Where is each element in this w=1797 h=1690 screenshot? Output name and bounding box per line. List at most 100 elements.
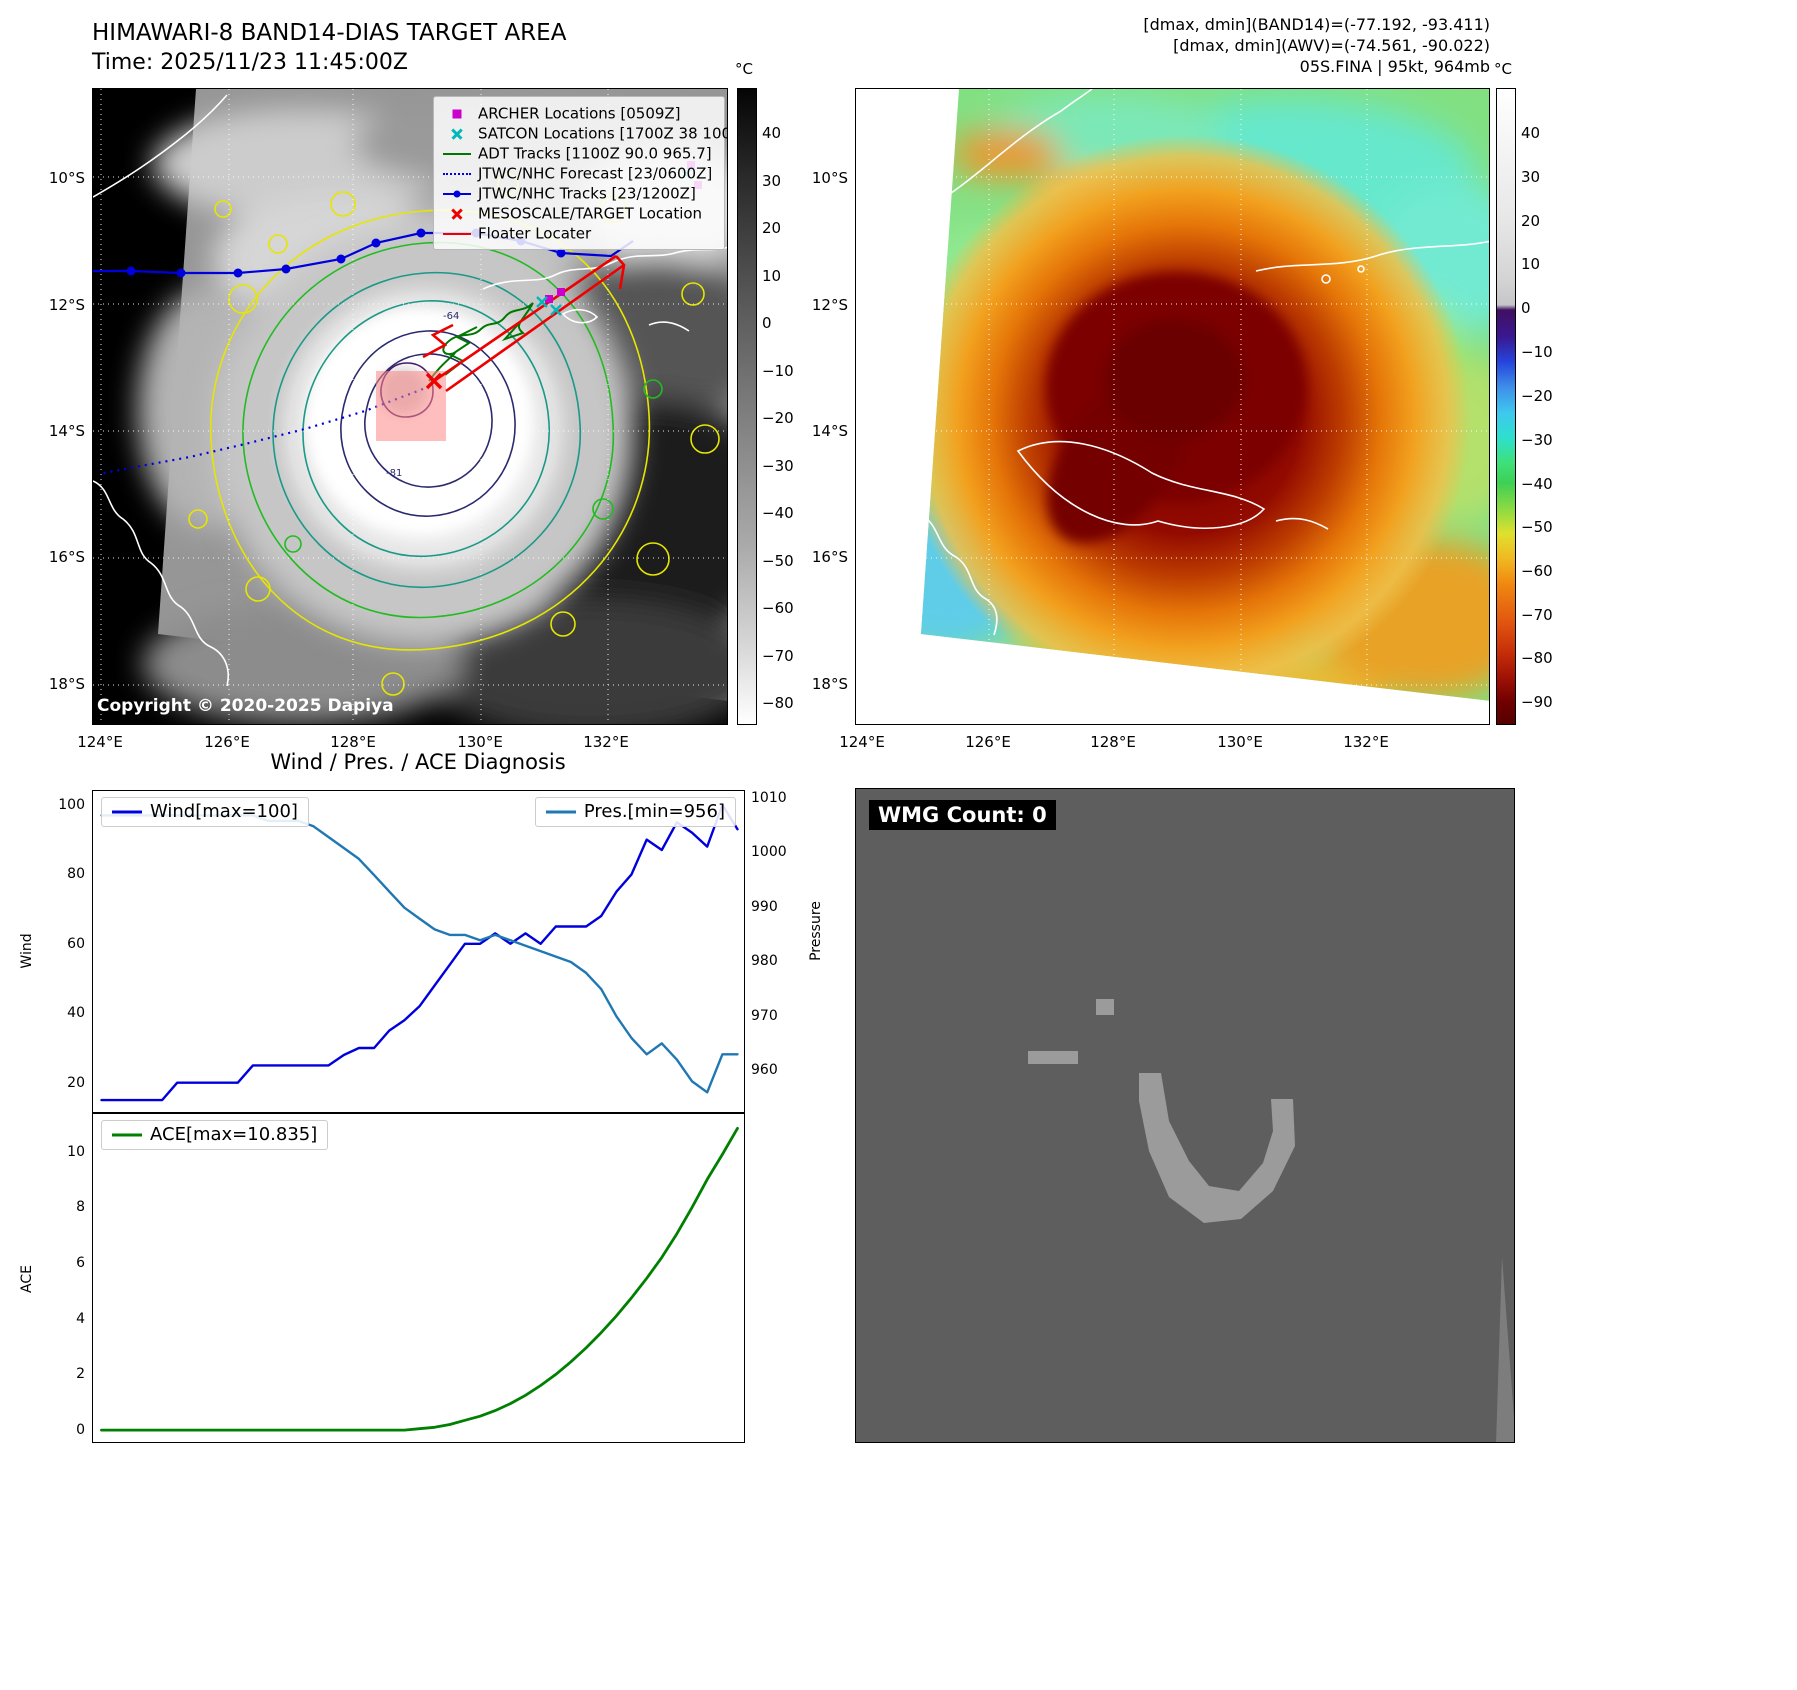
copyright-notice: Copyright © 2020-2025 Dapiya [97,696,394,716]
wind-tick: 100 [58,797,85,813]
wind-tick: 20 [67,1075,85,1091]
colorbar-tick: −80 [762,694,794,712]
colorbar-tick: −50 [1521,518,1553,536]
lon-tick: 126°E [965,733,1011,751]
pressure-axis-label: Pressure [808,901,824,961]
awv-swath [921,89,1489,701]
legend-item-archer: ARCHER Locations [0509Z] [442,103,716,123]
colorbar-tick: 10 [762,267,782,285]
ace-tick: 10 [67,1144,85,1160]
awv-satellite-image [856,89,1489,724]
lon-tick: 126°E [204,733,250,751]
colorbar-tick: 30 [762,172,782,190]
colorbar-tick: −30 [762,457,794,475]
colorbar-unit: °C [735,60,753,78]
lat-tick: 10°S [811,169,848,187]
wmg-detected-regions [1028,999,1295,1223]
stats-awv: [dmax, dmin](AWV)=(-74.561, -90.022) [1173,36,1490,55]
mesoscale-target-x-marker [425,372,443,390]
coastlines [920,89,1489,636]
colorbar-tick: −90 [1521,693,1553,711]
legend-item-forecast: JTWC/NHC Forecast [23/0600Z] [442,163,716,183]
diagnosis-title: Wind / Pres. / ACE Diagnosis [270,750,566,774]
ace-tick: 2 [76,1366,85,1382]
ace-tick: 6 [76,1255,85,1271]
archer-square-icon [442,106,472,122]
map-legend: ARCHER Locations [0509Z] SATCON Location… [433,96,727,250]
awv-colorbar [1496,88,1516,725]
page-title: HIMAWARI-8 BAND14-DIAS TARGET AREA [92,20,567,46]
wind-tick: 40 [67,1005,85,1021]
pressure-tick: 1000 [751,844,787,860]
colorbar-tick: −60 [762,599,794,617]
colorbar-tick: −40 [1521,475,1553,493]
colorbar-tick: 40 [762,124,782,142]
storm-identifier: 05S.FINA | 95kt, 964mb [1299,57,1490,76]
lat-tick: 12°S [48,296,85,314]
lon-tick: 130°E [457,733,503,751]
colorbar-tick: −60 [1521,562,1553,580]
colorbar-tick: −70 [762,647,794,665]
lat-tick: 12°S [811,296,848,314]
colorbar-tick: −80 [1521,649,1553,667]
colorbar-tick: 30 [1521,168,1541,186]
colorbar-unit: °C [1494,60,1512,78]
coastlines [93,94,727,687]
colorbar-tick: −40 [762,504,794,522]
pressure-tick: 970 [751,1008,778,1024]
ace-tick: 0 [76,1422,85,1438]
colorbar-tick: −50 [762,552,794,570]
pressure-tick: 990 [751,899,778,915]
ace-tick: 4 [76,1311,85,1327]
ace-line-icon [112,1128,142,1142]
floater-line-icon [442,226,472,242]
page-timestamp: Time: 2025/11/23 11:45:00Z [92,50,408,75]
wind-axis-label: Wind [19,933,35,969]
ace-legend-box: ACE[max=10.835] [101,1120,329,1150]
pressure-line-icon [545,805,576,819]
lon-tick: 130°E [1217,733,1263,751]
colorbar-tick: −20 [1521,387,1553,405]
lon-tick: 124°E [77,733,123,751]
pressure-tick: 960 [751,1062,778,1078]
lon-tick: 128°E [330,733,376,751]
lon-tick: 132°E [1343,733,1389,751]
lat-lon-grid [856,89,1489,724]
temperature-contours [188,173,720,696]
legend-item-satcon: SATCON Locations [1700Z 38 1000] [442,123,727,143]
colorbar-tick: 20 [762,219,782,237]
lat-tick: 18°S [48,675,85,693]
wind-tick: 60 [67,936,85,952]
wind-legend-box: Wind[max=100] [101,797,309,827]
lat-tick: 16°S [48,548,85,566]
pressure-tick: 980 [751,953,778,969]
awv-map-panel [855,88,1490,725]
colorbar-tick: 0 [1521,299,1531,317]
ace-chart: ACE[max=10.835] [92,1113,745,1443]
satcon-x-icon [442,126,472,142]
wind-pressure-chart: Wind[max=100] Pres.[min=956] [92,790,745,1113]
colorbar-tick: −30 [1521,431,1553,449]
colorbar-tick: −20 [762,409,794,427]
wind-tick: 80 [67,866,85,882]
track-line-dot-icon [442,186,472,202]
wmg-mask-image [856,789,1514,1442]
band14-colorbar [737,88,757,725]
ace-axis-label: ACE [19,1265,35,1293]
lat-tick: 10°S [48,169,85,187]
lat-tick: 14°S [48,422,85,440]
colorbar-tick: 0 [762,314,772,332]
header-stats: [dmax, dmin](BAND14)=(-77.192, -93.411) … [990,14,1490,77]
band14-satellite-image: -64 -81 [93,89,727,724]
colorbar-tick: −70 [1521,606,1553,624]
legend-item-jtwc-track: JTWC/NHC Tracks [23/1200Z] [442,183,716,203]
legend-item-floater: Floater Locater [442,223,716,243]
lat-tick: 16°S [811,548,848,566]
legend-item-adt: ADT Tracks [1100Z 90.0 965.7] [442,143,716,163]
ace-plot-area [100,1126,739,1432]
contour-label: -81 [386,468,402,479]
lon-tick: 132°E [583,733,629,751]
colorbar-tick: −10 [1521,343,1553,361]
contour-label: -64 [443,311,459,322]
